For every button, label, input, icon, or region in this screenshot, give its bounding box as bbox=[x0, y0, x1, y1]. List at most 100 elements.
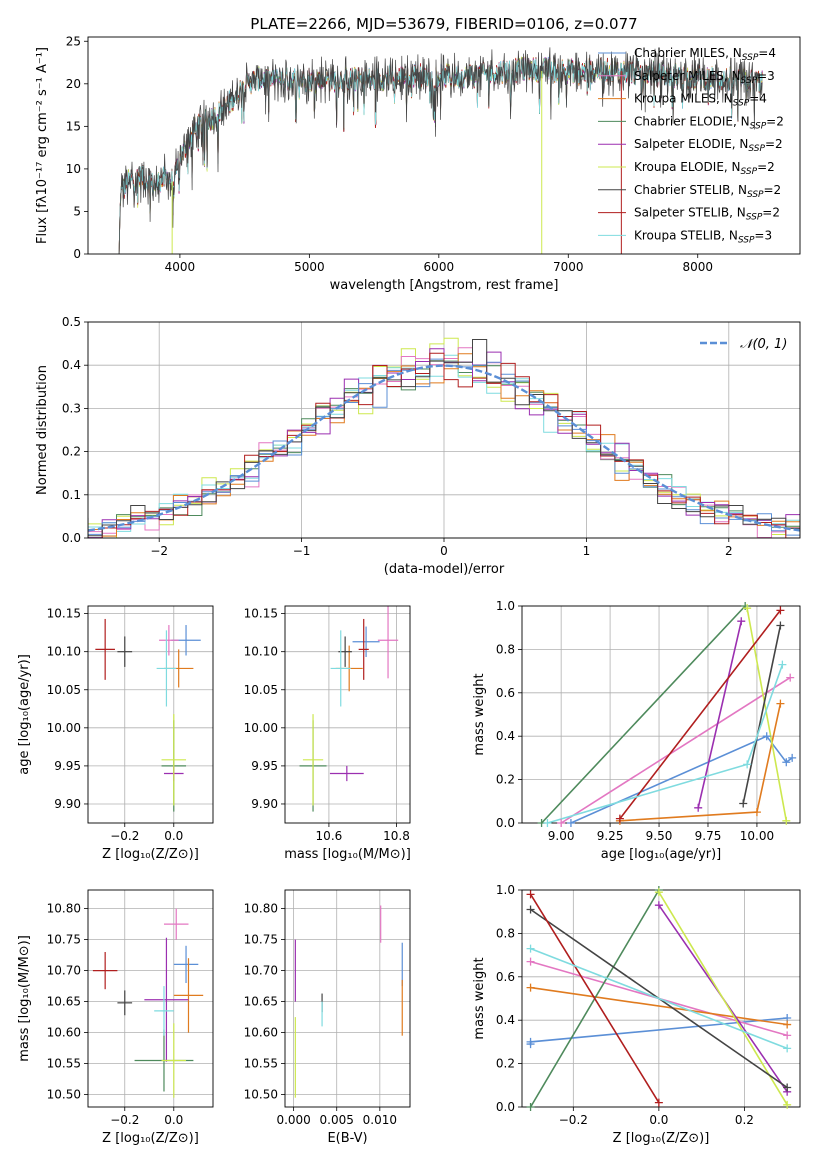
x-tick-label: −0.2 bbox=[110, 829, 139, 843]
x-tick-label: −0.2 bbox=[559, 1113, 588, 1127]
plus-marker bbox=[526, 890, 535, 899]
axes-frame bbox=[284, 605, 411, 824]
y-tick-label: 10.05 bbox=[244, 683, 278, 697]
x-tick-label: −2 bbox=[150, 544, 168, 558]
x-tick-label: 7000 bbox=[553, 260, 584, 274]
weight-line bbox=[547, 664, 784, 823]
x-axis-label: mass [log₁₀(M/M⊙)] bbox=[284, 847, 411, 862]
y-tick-label: 10.75 bbox=[244, 933, 278, 947]
plus-marker bbox=[654, 1098, 663, 1107]
y-tick-label: 10.10 bbox=[47, 645, 81, 659]
y-tick-label: 1.0 bbox=[496, 883, 515, 897]
x-axis-label: E(B-V) bbox=[327, 1131, 367, 1146]
x-tick-label: 0.2 bbox=[735, 1113, 754, 1127]
weight-line bbox=[530, 986, 788, 1026]
y-tick-label: 0.8 bbox=[496, 926, 515, 940]
axes-frame bbox=[87, 321, 801, 539]
axes-spectrum: 4000 5000 6000 7000 8000 0 5 10 15 20 25 wavelength… bbox=[35, 34, 801, 293]
x-tick-label: 4000 bbox=[165, 260, 196, 274]
y-tick-label: 9.95 bbox=[251, 759, 278, 773]
x-tick-label: 0 bbox=[440, 544, 448, 558]
x-tick-label: 5000 bbox=[294, 260, 325, 274]
plus-marker bbox=[783, 1083, 792, 1092]
weight-line bbox=[570, 735, 793, 823]
y-tick-label: 5 bbox=[73, 204, 81, 218]
legend-label: Chabrier MILES, NSSP=4 bbox=[634, 46, 776, 63]
x-tick-label: 0.010 bbox=[363, 1113, 397, 1127]
plus-marker bbox=[776, 699, 785, 708]
y-tick-label: 20 bbox=[66, 77, 81, 91]
axes-residuals: −2 −1 0 1 2 0.0 0.1 0.2 0.3 0.4 0.5 (data-model)/er… bbox=[35, 315, 801, 577]
y-axis-label: mass weight bbox=[472, 957, 487, 1039]
plus-marker bbox=[788, 753, 797, 762]
plus-marker bbox=[786, 673, 795, 682]
plus-marker bbox=[526, 957, 535, 966]
plus-marker bbox=[743, 604, 752, 613]
x-axis-label: (data-model)/error bbox=[384, 562, 505, 577]
plus-marker bbox=[543, 819, 552, 827]
x-tick-label: 0.0 bbox=[164, 1113, 183, 1127]
x-axis-label: Z [log₁₀(Z/Z⊙)] bbox=[102, 847, 199, 862]
plus-marker bbox=[526, 905, 535, 914]
normal-reference-curve bbox=[88, 364, 800, 532]
x-tick-label: 0.0 bbox=[649, 1113, 668, 1127]
x-tick-label: 1 bbox=[583, 544, 591, 558]
y-tick-label: 10.55 bbox=[244, 1057, 278, 1071]
axes-frame bbox=[87, 889, 214, 1108]
x-tick-label: −1 bbox=[293, 544, 311, 558]
legend-spectrum: Chabrier MILES, NSSP=4 Salpeter MILES, NS… bbox=[598, 46, 784, 245]
y-tick-label: 0.0 bbox=[62, 531, 81, 545]
axes-frame bbox=[284, 889, 411, 1108]
y-axis-label: Normed distribution bbox=[35, 365, 50, 495]
figure-title: PLATE=2266, MJD=53679, FIBERID=0106, z=0… bbox=[250, 15, 637, 33]
y-tick-label: 10.05 bbox=[47, 683, 81, 697]
plus-marker bbox=[782, 758, 791, 767]
y-tick-label: 10.55 bbox=[47, 1057, 81, 1071]
y-tick-label: 15 bbox=[66, 119, 81, 133]
y-tick-label: 10.50 bbox=[47, 1088, 81, 1102]
y-tick-label: 10.65 bbox=[47, 995, 81, 1009]
x-tick-label: 9.00 bbox=[548, 829, 575, 843]
legend-label: Kroupa MILES, NSSP=4 bbox=[634, 92, 767, 109]
x-tick-label: 9.75 bbox=[695, 829, 722, 843]
plus-marker bbox=[526, 1037, 535, 1046]
axes-age_vs_mass: 10.6 10.8 9.90 9.95 10.00 10.05 10.10 10.15 mass… bbox=[244, 605, 411, 862]
histogram-series bbox=[88, 352, 800, 538]
y-tick-label: 9.90 bbox=[251, 797, 278, 811]
x-tick-label: 0.000 bbox=[276, 1113, 310, 1127]
x-tick-label: 8000 bbox=[682, 260, 713, 274]
plus-marker bbox=[526, 1103, 535, 1111]
weight-line bbox=[530, 947, 788, 1050]
y-tick-label: 0.3 bbox=[62, 401, 81, 415]
y-tick-label: 10.70 bbox=[244, 964, 278, 978]
y-tick-label: 10.75 bbox=[47, 933, 81, 947]
axes-frame bbox=[87, 605, 214, 824]
legend-label: Salpeter ELODIE, NSSP=2 bbox=[634, 137, 783, 154]
y-tick-label: 9.90 bbox=[54, 797, 81, 811]
x-tick-label: 10.00 bbox=[740, 829, 774, 843]
y-tick-label: 0.4 bbox=[62, 358, 81, 372]
y-axis-label: age [log₁₀(age/yr)] bbox=[17, 654, 32, 775]
plus-marker bbox=[557, 819, 566, 827]
plus-marker bbox=[776, 606, 785, 615]
plus-marker bbox=[783, 1044, 792, 1053]
plus-marker bbox=[762, 732, 771, 741]
y-tick-label: 0.8 bbox=[496, 642, 515, 656]
legend-label: Salpeter STELIB, NSSP=2 bbox=[634, 206, 780, 223]
y-axis-label: mass [log₁₀(M/M⊙)] bbox=[17, 935, 32, 1062]
y-tick-label: 10.70 bbox=[47, 964, 81, 978]
plus-marker bbox=[783, 1031, 792, 1040]
y-tick-label: 10.65 bbox=[244, 995, 278, 1009]
y-tick-label: 0 bbox=[73, 247, 81, 261]
plus-marker bbox=[776, 621, 785, 630]
axes-mass_vs_ebv: 0.000 0.005 0.010 10.50 10.55 10.60 10.65 10.70… bbox=[244, 889, 411, 1146]
y-tick-label: 10.60 bbox=[47, 1026, 81, 1040]
plus-marker bbox=[654, 888, 663, 897]
plus-marker bbox=[526, 944, 535, 953]
y-tick-label: 0.0 bbox=[496, 816, 515, 830]
legend-label: Kroupa STELIB, NSSP=3 bbox=[634, 228, 772, 245]
plus-marker bbox=[743, 760, 752, 769]
y-tick-label: 0.6 bbox=[496, 970, 515, 984]
y-tick-label: 0.1 bbox=[62, 488, 81, 502]
plus-marker bbox=[752, 808, 761, 817]
